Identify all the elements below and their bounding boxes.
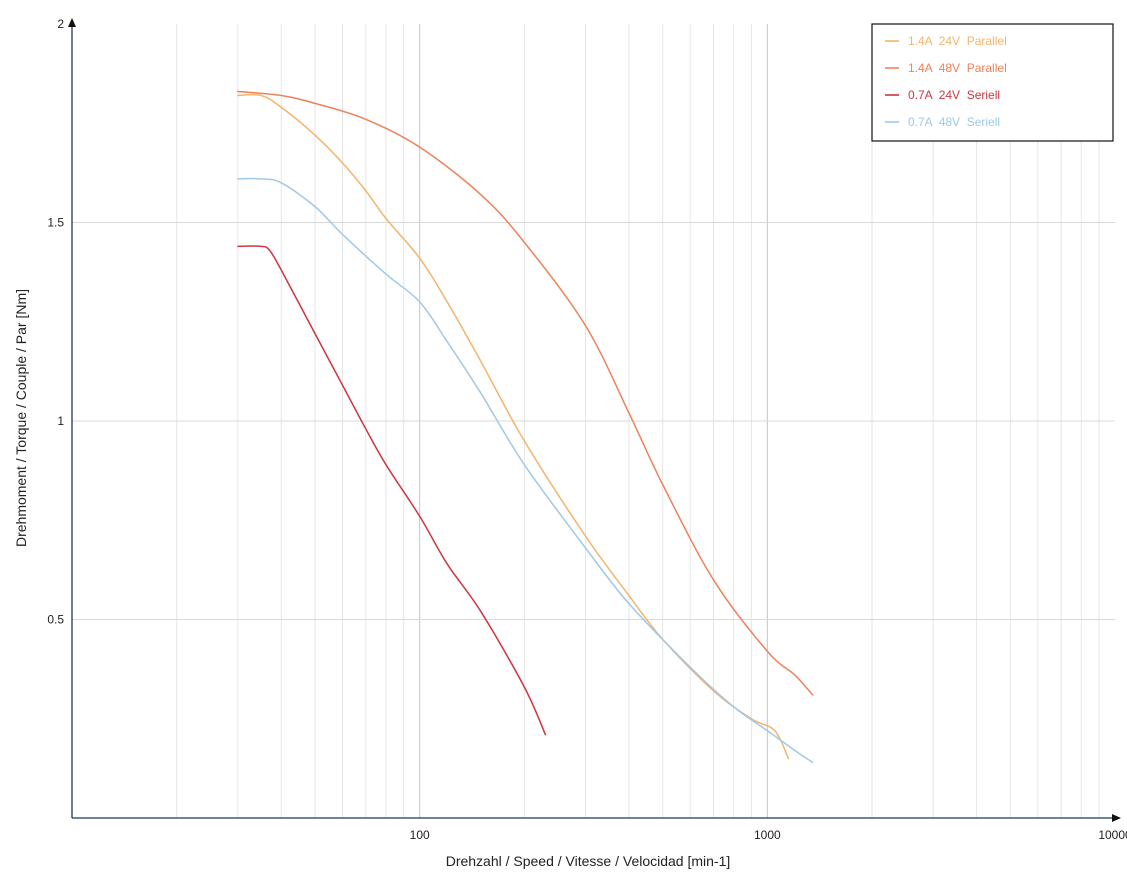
y-axis-title: Drehmoment / Torque / Couple / Par [Nm]	[13, 289, 29, 547]
x-tick-label: 100	[410, 828, 430, 842]
series-line-4	[237, 177, 814, 764]
y-tick-label: 2	[57, 17, 64, 31]
legend-label: 0.7A 24V Seriell	[908, 88, 1000, 102]
x-tick-label: 1000	[754, 828, 781, 842]
series-line-2	[237, 90, 814, 696]
y-tick-label: 0.5	[47, 613, 64, 627]
legend-box	[871, 23, 1114, 142]
y-tick-label: 1.5	[47, 216, 64, 230]
legend-label: 1.4A 48V Parallel	[908, 61, 1007, 75]
series-line-3	[237, 245, 547, 736]
x-axis-arrow	[1112, 814, 1121, 822]
grid-layer	[72, 24, 1115, 818]
series-layer	[237, 90, 814, 764]
y-axis-arrow	[68, 18, 76, 27]
x-axis-title: Drehzahl / Speed / Vitesse / Velocidad […	[446, 853, 731, 869]
y-tick-label: 1	[57, 414, 64, 428]
legend-label: 0.7A 48V Seriell	[908, 115, 1000, 129]
series-line-1	[237, 93, 790, 760]
legend: 1.4A 24V Parallel 1.4A 48V Parallel 0.7A 2…	[871, 23, 1114, 142]
legend-label: 1.4A 24V Parallel	[908, 34, 1007, 48]
